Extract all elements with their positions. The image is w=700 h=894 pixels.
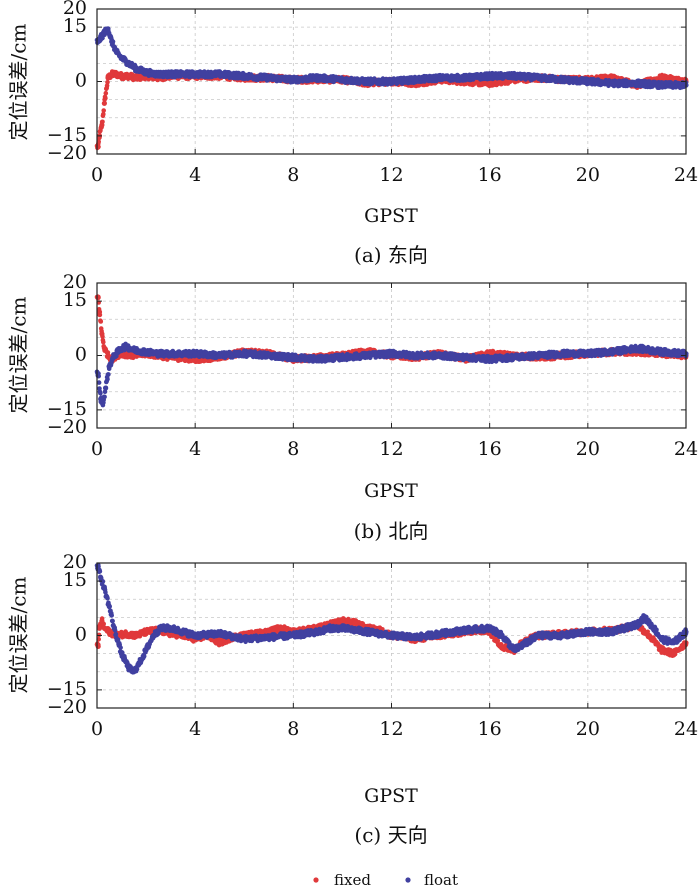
y-axis-label: 定位误差/cm bbox=[7, 24, 31, 141]
x-tick-label: 0 bbox=[91, 164, 103, 186]
point-fixed bbox=[101, 111, 106, 117]
data-point-fixed bbox=[114, 71, 120, 77]
data-point-fixed bbox=[101, 100, 107, 106]
data-point-fixed bbox=[95, 144, 101, 150]
data-point-fixed bbox=[101, 345, 107, 351]
data-point-float bbox=[560, 77, 566, 83]
data-point-fixed bbox=[109, 71, 115, 77]
y-axis-label: 定位误差/cm bbox=[7, 297, 31, 414]
x-tick-label: 24 bbox=[674, 164, 698, 186]
data-point-float bbox=[339, 77, 345, 83]
data-point-float bbox=[609, 80, 616, 86]
data-point-float bbox=[438, 75, 444, 81]
point-fixed bbox=[98, 319, 104, 324]
data-point-float bbox=[105, 26, 111, 32]
data-point-float bbox=[126, 60, 132, 66]
series-float bbox=[94, 26, 689, 91]
data-point-float bbox=[155, 71, 161, 77]
x-tick-label: 20 bbox=[576, 164, 600, 186]
data-point-fixed bbox=[118, 73, 125, 79]
x-axis-label: GPST bbox=[364, 480, 418, 502]
data-point-float bbox=[634, 80, 640, 86]
data-point-fixed bbox=[126, 73, 132, 79]
data-point-float bbox=[114, 49, 120, 56]
x-tick-label: 12 bbox=[379, 164, 403, 186]
data-point-float bbox=[217, 71, 223, 77]
data-point-fixed bbox=[487, 80, 493, 86]
y-tick-label: −20 bbox=[47, 142, 87, 164]
data-point-float bbox=[315, 75, 321, 81]
data-point-float bbox=[133, 66, 139, 72]
point-fixed bbox=[105, 79, 110, 85]
data-point-float bbox=[98, 35, 104, 41]
point-float bbox=[105, 376, 110, 382]
y-tick-label: 0 bbox=[75, 70, 87, 92]
data-point-fixed bbox=[95, 294, 101, 301]
data-point-float bbox=[109, 39, 115, 45]
panel-east: 定位误差/cm GPST (a) 东向 0 4 8 12 16 20 2420150−15−… bbox=[7, 0, 699, 267]
data-point-fixed bbox=[99, 331, 105, 337]
data-point-float bbox=[388, 78, 395, 85]
data-point-fixed bbox=[96, 309, 103, 315]
panel-caption: (b) 北向 bbox=[354, 519, 429, 543]
data-point-float bbox=[101, 29, 107, 36]
data-point-float bbox=[536, 75, 542, 81]
point-float bbox=[98, 390, 103, 396]
point-fixed bbox=[103, 95, 108, 101]
x-axis-label: GPST bbox=[364, 205, 418, 227]
data-point-fixed bbox=[105, 75, 111, 81]
point-float bbox=[106, 372, 111, 377]
y-tick-label: 15 bbox=[63, 15, 87, 37]
data-point-fixed bbox=[658, 75, 665, 81]
x-tick-label: 16 bbox=[478, 164, 502, 186]
point-fixed bbox=[103, 90, 109, 96]
data-point-float bbox=[511, 73, 517, 79]
data-point-float bbox=[658, 82, 665, 88]
data-point-float bbox=[462, 75, 468, 81]
x-tick-label: 4 bbox=[189, 164, 201, 186]
data-point-float bbox=[413, 77, 419, 83]
data-point-float bbox=[168, 71, 174, 77]
point-fixed bbox=[101, 339, 106, 345]
data-point-float bbox=[192, 71, 198, 77]
data-point-float bbox=[180, 71, 186, 77]
y-tick-label: −15 bbox=[47, 124, 87, 146]
data-point-float bbox=[364, 78, 370, 85]
data-point-fixed bbox=[133, 75, 139, 81]
data-point-float bbox=[487, 73, 493, 79]
panel-caption: (a) 东向 bbox=[354, 243, 428, 267]
data-point-fixed bbox=[99, 122, 105, 128]
data-point-float bbox=[118, 55, 125, 61]
data-point-float bbox=[266, 75, 272, 81]
point-fixed bbox=[101, 108, 106, 113]
y-tick-label: 20 bbox=[63, 0, 87, 19]
data-point-float bbox=[585, 78, 591, 85]
data-point-float bbox=[290, 77, 296, 83]
panel-north: 定位误差/cm GPST (b) 北向 0 4 8 12 16 20 2420150−15−… bbox=[7, 271, 699, 543]
x-tick-label: 8 bbox=[287, 164, 299, 186]
data-point-float bbox=[241, 73, 247, 79]
data-point-float bbox=[143, 69, 149, 75]
point-fixed bbox=[104, 83, 110, 88]
